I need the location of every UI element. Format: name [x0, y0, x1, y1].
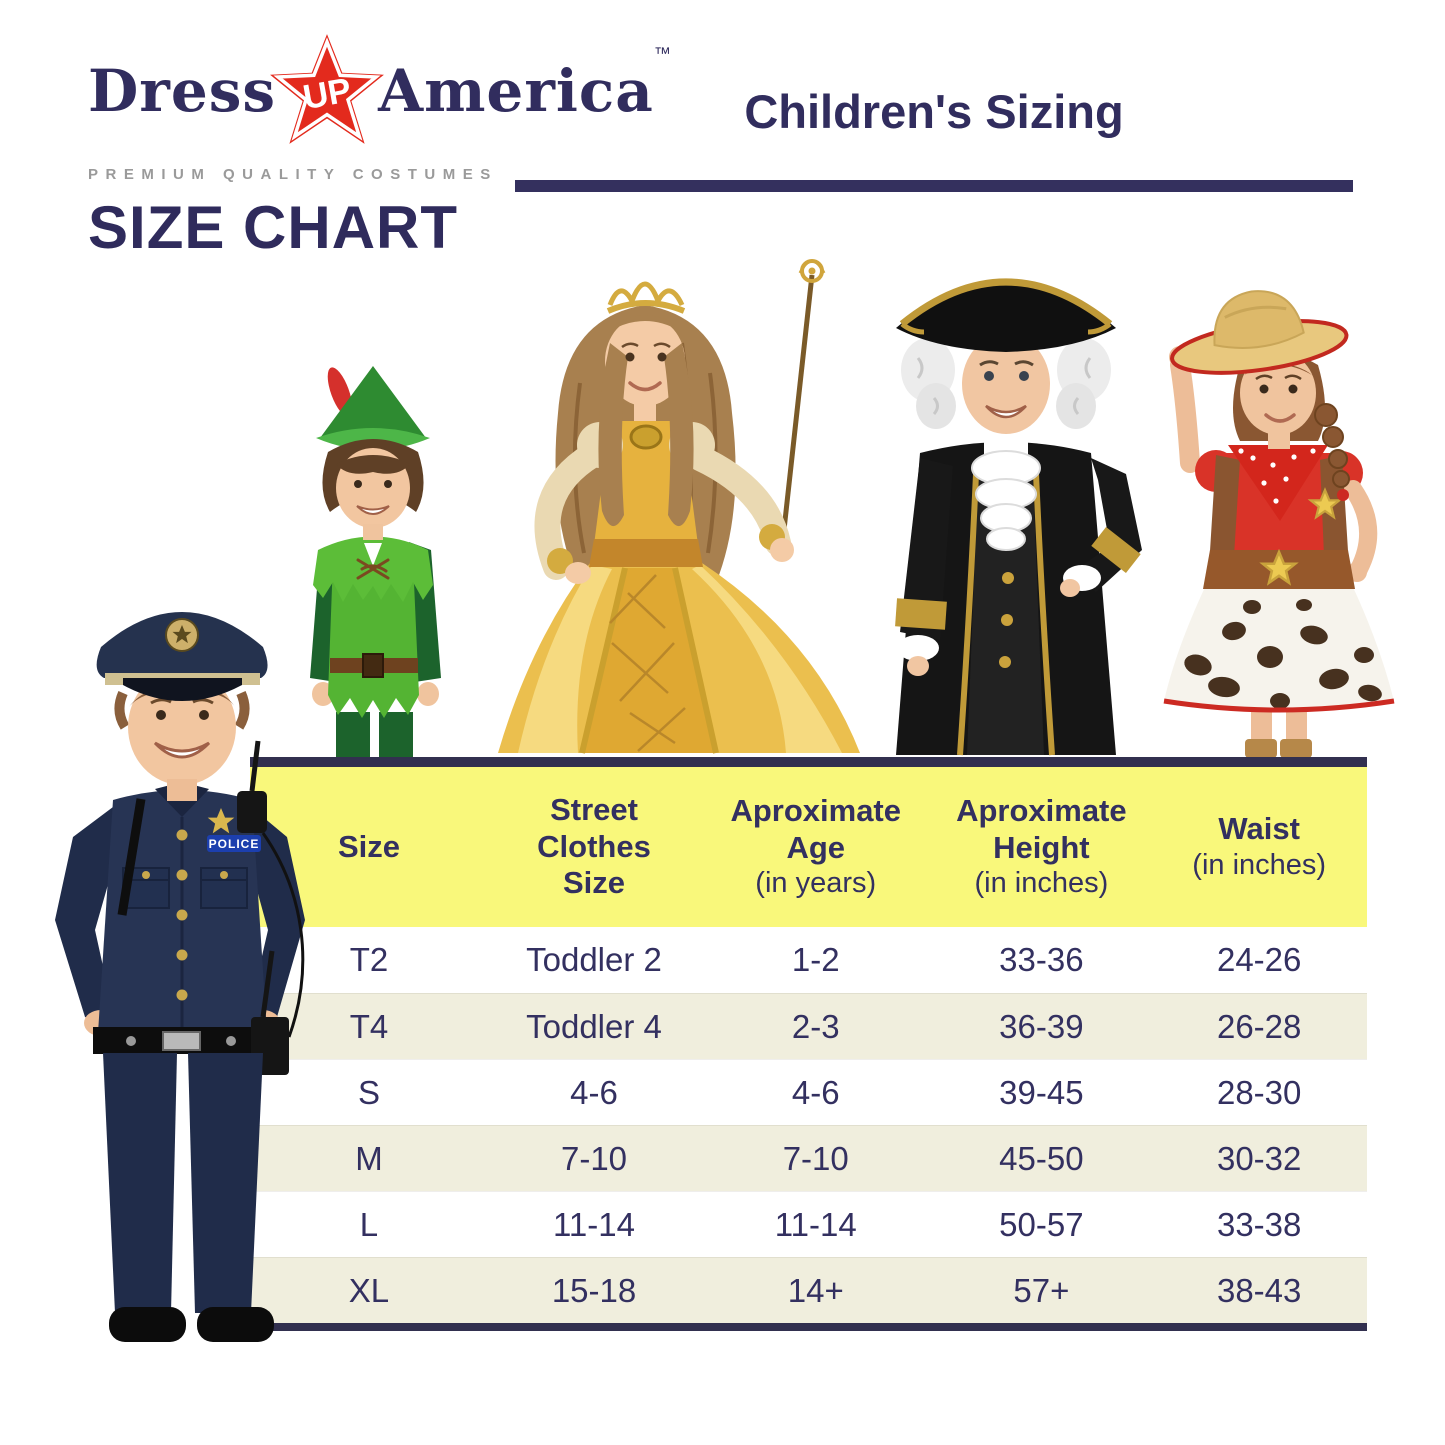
waist-cell: 24-26 — [1216, 941, 1302, 978]
police-torso: POLICE — [98, 740, 305, 1038]
height-cell: 36-39 — [999, 1007, 1084, 1045]
size-cell: T4 — [349, 1007, 389, 1045]
column-header-size: Size — [337, 828, 400, 864]
size-cell: M — [355, 1139, 383, 1177]
waist-cell: 30-32 — [1216, 1139, 1302, 1177]
street-size-cell: Toddler 4 — [526, 1007, 662, 1045]
table-row-t4: T4 Toddler 4 2-3 36-39 26-28 — [250, 993, 1367, 1059]
table-row-t2: T2 Toddler 2 1-2 33-36 24-26 — [250, 927, 1367, 993]
princess-figure — [498, 259, 860, 754]
police-legs — [103, 1053, 274, 1342]
size-cell: S — [357, 1073, 380, 1111]
police-officer-figure: POLICE — [55, 612, 305, 1342]
size-cell: L — [359, 1205, 379, 1243]
title-underline-bar — [515, 180, 1353, 192]
star-up-text: UP — [300, 71, 354, 117]
page-title: Children's Sizing — [744, 85, 1124, 138]
police-patch-text: POLICE — [209, 837, 260, 851]
table-bottom-bar — [250, 1323, 1367, 1331]
cowgirl-figure — [1163, 290, 1395, 758]
colonial-coat — [895, 442, 1142, 756]
brand-tagline: PREMIUM QUALITY COSTUMES — [88, 166, 498, 183]
table-row-xl: XL 15-18 14+ 57+ 38-43 — [250, 1257, 1367, 1323]
street-size-cell: 11-14 — [553, 1205, 635, 1243]
table-row-s: S 4-6 4-6 39-45 28-30 — [250, 1059, 1367, 1125]
waist-cell: 26-28 — [1216, 1007, 1302, 1045]
peter-pan-head — [316, 366, 430, 540]
column-header-approximate-height: Aproximate Height (in inches) — [956, 793, 1127, 900]
brand-word-dress: Dress — [88, 57, 277, 125]
age-cell: 11-14 — [774, 1205, 857, 1243]
column-header-street-clothes-size: Street Clothes Size — [537, 792, 651, 901]
height-cell: 39-45 — [999, 1073, 1084, 1111]
table-row-l: L 11-14 11-14 50-57 33-38 — [250, 1191, 1367, 1257]
peter-pan-tunic — [313, 536, 433, 718]
height-cell: 33-36 — [999, 941, 1084, 978]
cowgirl-legs — [1245, 701, 1312, 758]
waist-cell: 33-38 — [1216, 1205, 1302, 1243]
age-cell: 2-3 — [791, 1007, 840, 1045]
waist-cell: 38-43 — [1216, 1271, 1302, 1309]
peter-pan-figure — [310, 366, 441, 760]
waist-cell: 28-30 — [1216, 1073, 1302, 1111]
column-header-approximate-age: Aproximate Age (in years) — [730, 793, 901, 900]
age-cell: 7-10 — [782, 1139, 849, 1177]
age-cell: 1-2 — [791, 941, 840, 978]
brand-logo: Dress UP America ™ PREMIUM QUALITY COSTU… — [88, 30, 671, 262]
table-row-m: M 7-10 7-10 45-50 30-32 — [250, 1125, 1367, 1191]
colonial-tricorn-hat — [896, 278, 1116, 352]
page-title-block: Children's Sizing — [515, 84, 1353, 139]
cowgirl-bandana — [1228, 445, 1328, 521]
street-size-cell: 4-6 — [570, 1073, 618, 1111]
princess-head — [598, 281, 694, 527]
column-header-waist: Waist (in inches) — [1192, 811, 1327, 881]
cowgirl-hat — [1170, 290, 1349, 375]
princess-scepter — [779, 259, 826, 549]
size-chart-heading: SIZE CHART — [88, 194, 458, 261]
star-up-icon: UP — [270, 34, 384, 144]
colonial-jabot — [971, 442, 1041, 551]
size-cell: XL — [348, 1271, 390, 1309]
brand-logo-row: Dress UP America ™ — [88, 30, 671, 152]
size-cell: T2 — [349, 941, 389, 978]
height-cell: 57+ — [1013, 1271, 1070, 1309]
police-cap — [96, 612, 268, 701]
princess-skirt — [498, 563, 860, 754]
table-header-row: Size Street Clothes Size Aproximate Age … — [250, 767, 1367, 927]
colonial-figure — [895, 278, 1142, 756]
street-size-cell: 15-18 — [551, 1271, 637, 1309]
trademark-symbol: ™ — [653, 44, 671, 63]
age-cell: 4-6 — [791, 1073, 840, 1111]
brand-star-icon: UP — [266, 30, 388, 152]
height-cell: 45-50 — [999, 1139, 1084, 1177]
age-cell: 14+ — [787, 1271, 844, 1309]
colonial-head — [962, 334, 1050, 434]
height-cell: 50-57 — [999, 1205, 1084, 1243]
street-size-cell: Toddler 2 — [526, 941, 662, 978]
peter-pan-legs — [336, 712, 413, 760]
street-size-cell: 7-10 — [560, 1139, 628, 1177]
table-top-bar — [250, 757, 1367, 767]
sizing-table: Size Street Clothes Size Aproximate Age … — [250, 757, 1367, 1331]
cowgirl-skirt — [1163, 585, 1395, 713]
brand-word-america: America — [378, 57, 654, 125]
